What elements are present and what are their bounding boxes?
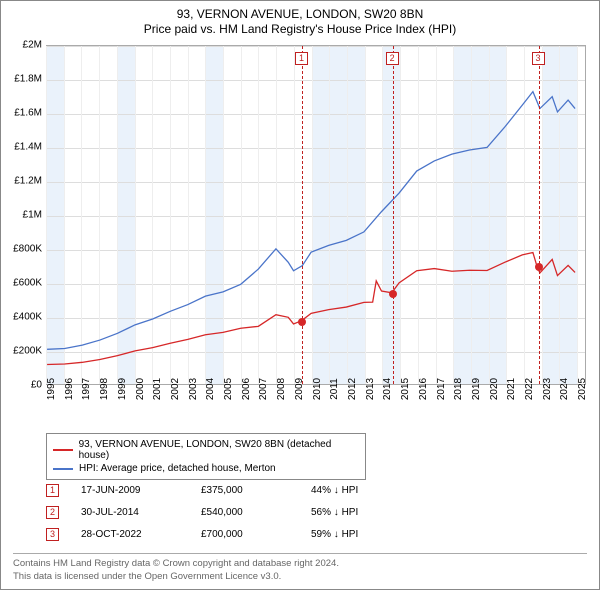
x-tick-label: 2025 bbox=[577, 378, 588, 400]
x-tick-label: 2006 bbox=[241, 378, 252, 400]
y-tick-label: £2M bbox=[23, 40, 42, 51]
legend-label-hpi: HPI: Average price, detached house, Mert… bbox=[79, 463, 276, 474]
y-tick-label: £0 bbox=[31, 380, 42, 391]
x-tick-label: 2001 bbox=[152, 378, 163, 400]
sales-row-pct: 59% ↓ HPI bbox=[311, 529, 411, 540]
legend-swatch-hpi bbox=[53, 468, 73, 470]
sales-row-marker: 3 bbox=[46, 528, 59, 541]
x-tick-label: 1995 bbox=[46, 378, 57, 400]
sales-row-date: 17-JUN-2009 bbox=[81, 485, 201, 496]
x-tick-label: 2020 bbox=[489, 378, 500, 400]
y-tick-label: £800K bbox=[13, 244, 42, 255]
y-axis: £0£200K£400K£600K£800K£1M£1.2M£1.4M£1.6M… bbox=[1, 45, 46, 385]
title-main: 93, VERNON AVENUE, LONDON, SW20 8BN bbox=[1, 7, 599, 21]
x-tick-label: 1996 bbox=[64, 378, 75, 400]
sales-row-pct: 56% ↓ HPI bbox=[311, 507, 411, 518]
legend-label-property: 93, VERNON AVENUE, LONDON, SW20 8BN (det… bbox=[79, 439, 359, 461]
x-tick-label: 2002 bbox=[170, 378, 181, 400]
x-tick-label: 2013 bbox=[365, 378, 376, 400]
attribution-line1: Contains HM Land Registry data © Crown c… bbox=[13, 558, 587, 570]
sale-marker-line bbox=[393, 46, 394, 384]
x-tick-label: 2016 bbox=[418, 378, 429, 400]
y-tick-label: £1M bbox=[23, 210, 42, 221]
legend-row-property: 93, VERNON AVENUE, LONDON, SW20 8BN (det… bbox=[53, 438, 359, 462]
legend-row-hpi: HPI: Average price, detached house, Mert… bbox=[53, 462, 359, 475]
x-tick-label: 2000 bbox=[135, 378, 146, 400]
title-sub: Price paid vs. HM Land Registry's House … bbox=[1, 22, 599, 36]
y-tick-label: £1.4M bbox=[14, 142, 42, 153]
series-line-property bbox=[47, 252, 575, 364]
y-tick-label: £400K bbox=[13, 312, 42, 323]
y-tick-label: £200K bbox=[13, 346, 42, 357]
x-tick-label: 1999 bbox=[117, 378, 128, 400]
attribution: Contains HM Land Registry data © Crown c… bbox=[13, 553, 587, 583]
x-tick-label: 2005 bbox=[223, 378, 234, 400]
sale-marker-box: 3 bbox=[532, 52, 545, 65]
x-tick-label: 2022 bbox=[524, 378, 535, 400]
sale-marker-box: 1 bbox=[295, 52, 308, 65]
x-tick-label: 2003 bbox=[188, 378, 199, 400]
chart-plot-area: 1 2 3 bbox=[46, 45, 586, 385]
x-tick-label: 1997 bbox=[81, 378, 92, 400]
sale-marker-line bbox=[302, 46, 303, 384]
y-tick-label: £1.6M bbox=[14, 108, 42, 119]
y-tick-label: £1.8M bbox=[14, 74, 42, 85]
x-tick-label: 2023 bbox=[542, 378, 553, 400]
x-axis: 1995199619971998199920002001200220032004… bbox=[46, 385, 586, 431]
sales-row: 1 17-JUN-2009£375,00044% ↓ HPI bbox=[46, 479, 411, 501]
x-tick-label: 2012 bbox=[347, 378, 358, 400]
x-tick-label: 2024 bbox=[559, 378, 570, 400]
sales-row: 2 30-JUL-2014£540,00056% ↓ HPI bbox=[46, 501, 411, 523]
series-line-hpi bbox=[47, 92, 575, 350]
sales-row: 3 28-OCT-2022£700,00059% ↓ HPI bbox=[46, 523, 411, 545]
x-tick-label: 2014 bbox=[382, 378, 393, 400]
sales-table: 1 17-JUN-2009£375,00044% ↓ HPI 2 30-JUL-201… bbox=[46, 479, 411, 545]
chart-lines bbox=[46, 46, 585, 384]
sale-marker-line bbox=[539, 46, 540, 384]
sales-row-price: £540,000 bbox=[201, 507, 311, 518]
y-tick-label: £1.2M bbox=[14, 176, 42, 187]
x-tick-label: 2009 bbox=[294, 378, 305, 400]
x-tick-label: 2018 bbox=[453, 378, 464, 400]
sales-row-price: £375,000 bbox=[201, 485, 311, 496]
x-tick-label: 2008 bbox=[276, 378, 287, 400]
x-tick-label: 1998 bbox=[99, 378, 110, 400]
sale-marker-box: 2 bbox=[386, 52, 399, 65]
x-tick-label: 2021 bbox=[506, 378, 517, 400]
legend: 93, VERNON AVENUE, LONDON, SW20 8BN (det… bbox=[46, 433, 366, 480]
sales-row-price: £700,000 bbox=[201, 529, 311, 540]
legend-swatch-property bbox=[53, 449, 73, 451]
x-tick-label: 2019 bbox=[471, 378, 482, 400]
sales-row-marker: 1 bbox=[46, 484, 59, 497]
x-tick-label: 2010 bbox=[312, 378, 323, 400]
sale-marker-dot bbox=[389, 290, 397, 298]
x-tick-label: 2007 bbox=[258, 378, 269, 400]
title-block: 93, VERNON AVENUE, LONDON, SW20 8BN Pric… bbox=[1, 1, 599, 38]
x-tick-label: 2004 bbox=[205, 378, 216, 400]
sales-row-marker: 2 bbox=[46, 506, 59, 519]
sale-marker-dot bbox=[298, 318, 306, 326]
sales-row-date: 30-JUL-2014 bbox=[81, 507, 201, 518]
x-tick-label: 2017 bbox=[436, 378, 447, 400]
sale-marker-dot bbox=[535, 263, 543, 271]
x-tick-label: 2015 bbox=[400, 378, 411, 400]
x-tick-label: 2011 bbox=[329, 378, 340, 400]
attribution-line2: This data is licensed under the Open Gov… bbox=[13, 571, 587, 583]
chart-container: 93, VERNON AVENUE, LONDON, SW20 8BN Pric… bbox=[0, 0, 600, 590]
sales-row-pct: 44% ↓ HPI bbox=[311, 485, 411, 496]
sales-row-date: 28-OCT-2022 bbox=[81, 529, 201, 540]
y-tick-label: £600K bbox=[13, 278, 42, 289]
